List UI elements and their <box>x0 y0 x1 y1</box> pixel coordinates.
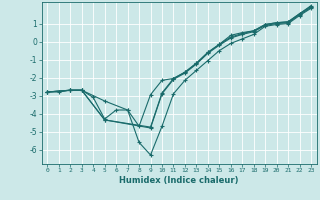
X-axis label: Humidex (Indice chaleur): Humidex (Indice chaleur) <box>119 176 239 185</box>
